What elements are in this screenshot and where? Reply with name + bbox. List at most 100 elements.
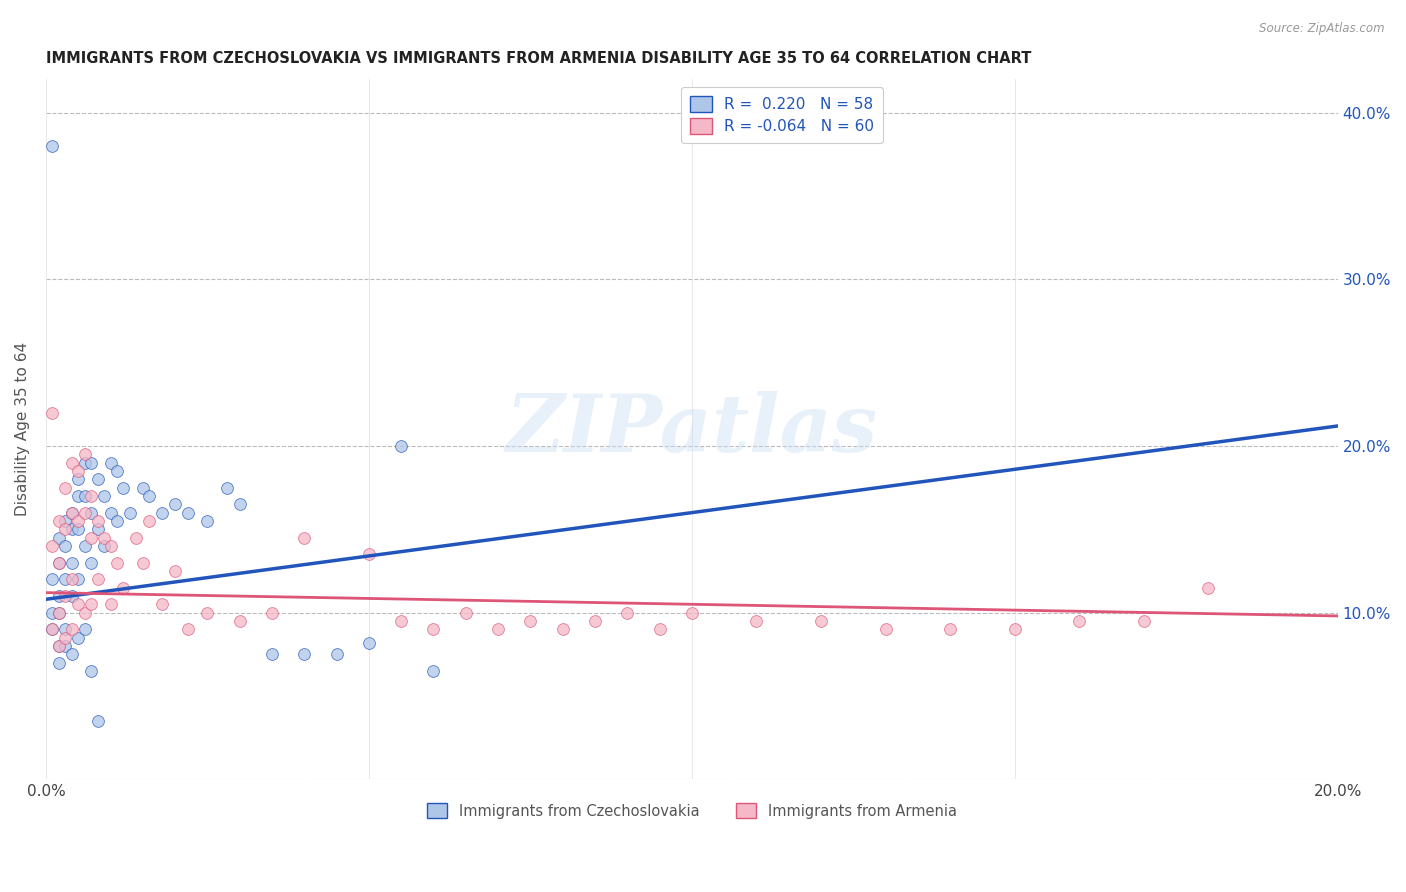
Point <box>228 614 250 628</box>
Point <box>105 556 128 570</box>
Point <box>1133 614 1156 628</box>
Point <box>100 456 122 470</box>
Point <box>132 481 155 495</box>
Point <box>583 614 606 628</box>
Point <box>73 447 96 461</box>
Point <box>228 497 250 511</box>
Point <box>60 456 83 470</box>
Point <box>292 531 315 545</box>
Point <box>422 622 444 636</box>
Point <box>80 531 103 545</box>
Point <box>48 656 70 670</box>
Point <box>48 556 70 570</box>
Point <box>48 514 70 528</box>
Point <box>681 606 703 620</box>
Point <box>260 647 283 661</box>
Point <box>422 664 444 678</box>
Point <box>86 714 108 728</box>
Point <box>86 514 108 528</box>
Point <box>939 622 962 636</box>
Point <box>73 456 96 470</box>
Point <box>73 489 96 503</box>
Point <box>48 606 70 620</box>
Point <box>73 539 96 553</box>
Point <box>150 597 173 611</box>
Point <box>60 506 83 520</box>
Point <box>73 506 96 520</box>
Point <box>80 664 103 678</box>
Point <box>53 481 76 495</box>
Point <box>48 639 70 653</box>
Point <box>616 606 638 620</box>
Point <box>53 589 76 603</box>
Point <box>80 489 103 503</box>
Point <box>60 506 83 520</box>
Point <box>93 531 115 545</box>
Point <box>745 614 768 628</box>
Point <box>648 622 671 636</box>
Point <box>1198 581 1220 595</box>
Point <box>73 606 96 620</box>
Point <box>389 614 412 628</box>
Point <box>177 622 200 636</box>
Point <box>100 597 122 611</box>
Point <box>125 531 148 545</box>
Point <box>357 635 380 649</box>
Point <box>486 622 509 636</box>
Point <box>48 589 70 603</box>
Legend: Immigrants from Czechoslovakia, Immigrants from Armenia: Immigrants from Czechoslovakia, Immigran… <box>420 797 963 824</box>
Point <box>67 631 90 645</box>
Point <box>60 589 83 603</box>
Point <box>48 531 70 545</box>
Point <box>67 464 90 478</box>
Point <box>53 631 76 645</box>
Point <box>357 547 380 561</box>
Point <box>292 647 315 661</box>
Point <box>53 539 76 553</box>
Point <box>112 581 135 595</box>
Point <box>41 572 63 586</box>
Point <box>197 606 219 620</box>
Point <box>60 572 83 586</box>
Point <box>60 622 83 636</box>
Point <box>41 139 63 153</box>
Point <box>41 406 63 420</box>
Point <box>53 639 76 653</box>
Point <box>100 506 122 520</box>
Y-axis label: Disability Age 35 to 64: Disability Age 35 to 64 <box>15 343 30 516</box>
Point <box>67 572 90 586</box>
Point <box>454 606 477 620</box>
Point <box>60 556 83 570</box>
Point <box>875 622 897 636</box>
Point <box>325 647 347 661</box>
Point <box>519 614 541 628</box>
Point <box>215 481 238 495</box>
Point <box>80 456 103 470</box>
Point <box>67 597 90 611</box>
Point <box>67 522 90 536</box>
Point <box>118 506 141 520</box>
Point <box>389 439 412 453</box>
Text: ZIPatlas: ZIPatlas <box>506 391 877 468</box>
Point <box>53 572 76 586</box>
Point <box>150 506 173 520</box>
Point <box>86 522 108 536</box>
Point <box>48 639 70 653</box>
Point <box>105 464 128 478</box>
Point <box>177 506 200 520</box>
Point <box>60 522 83 536</box>
Point <box>93 489 115 503</box>
Point <box>810 614 832 628</box>
Text: IMMIGRANTS FROM CZECHOSLOVAKIA VS IMMIGRANTS FROM ARMENIA DISABILITY AGE 35 TO 6: IMMIGRANTS FROM CZECHOSLOVAKIA VS IMMIGR… <box>46 51 1032 66</box>
Point <box>73 622 96 636</box>
Point <box>197 514 219 528</box>
Point <box>165 497 187 511</box>
Point <box>53 622 76 636</box>
Point <box>41 539 63 553</box>
Point <box>100 539 122 553</box>
Point <box>41 606 63 620</box>
Text: Source: ZipAtlas.com: Source: ZipAtlas.com <box>1260 22 1385 36</box>
Point <box>138 514 160 528</box>
Point <box>41 622 63 636</box>
Point <box>53 522 76 536</box>
